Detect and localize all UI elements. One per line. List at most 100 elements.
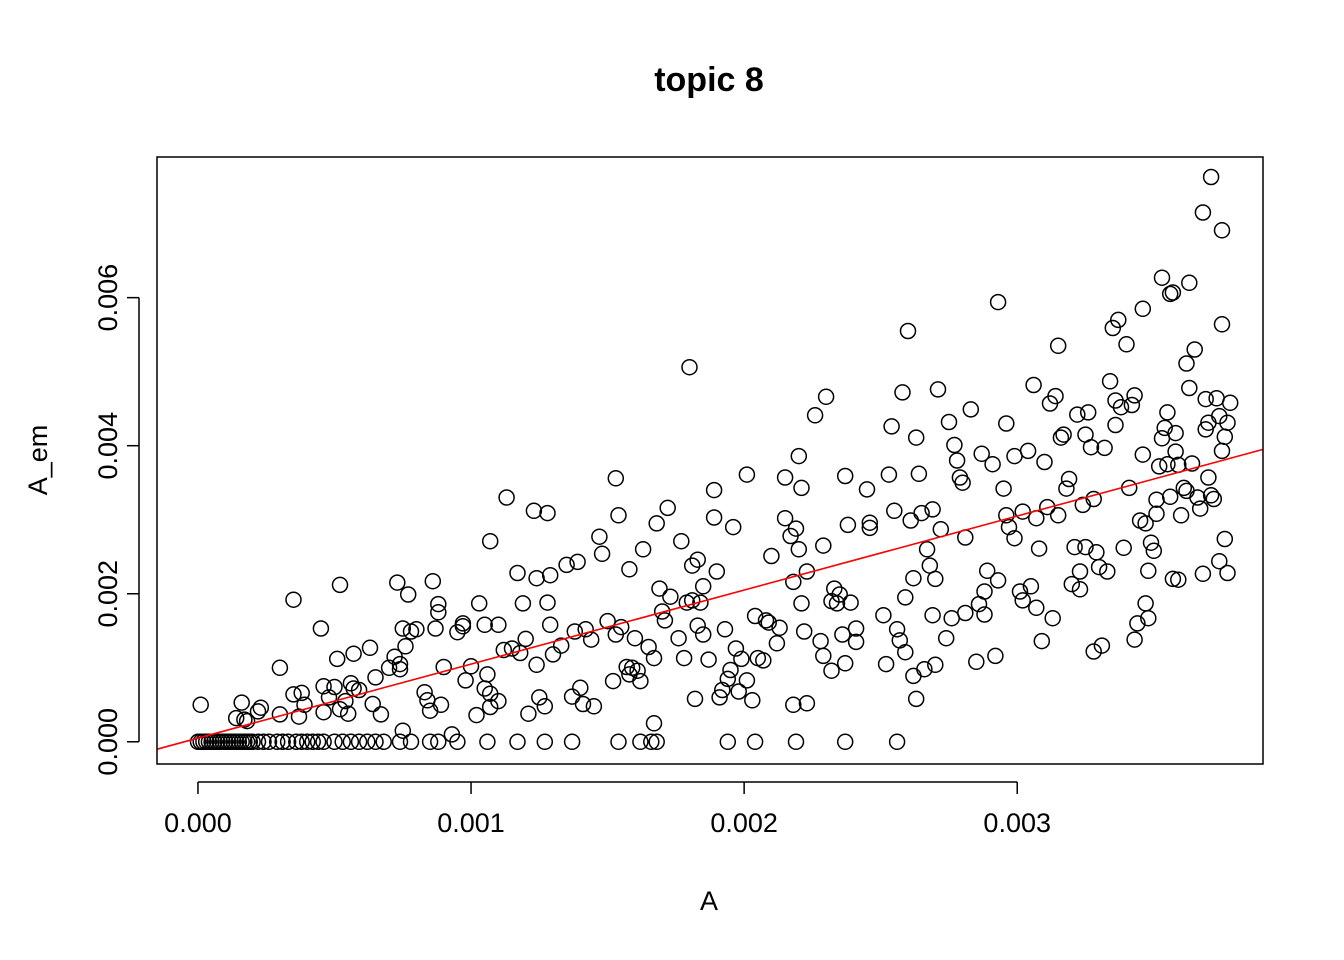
scatter-point [1082, 438, 1100, 456]
scatter-point [719, 670, 737, 688]
scatter-point [1096, 439, 1113, 457]
scatter-point [968, 653, 985, 671]
scatter-point [785, 696, 802, 714]
scatter-point [1118, 336, 1135, 353]
scatter-point [1107, 416, 1124, 434]
scatter-point [391, 733, 409, 751]
scatter-point [1049, 337, 1067, 355]
scatter-point [367, 669, 384, 686]
scatter-point [973, 445, 990, 463]
scatter-point [645, 715, 663, 732]
scatter-point [331, 576, 349, 594]
scatter-point [1142, 534, 1160, 551]
scatter-point [705, 481, 723, 499]
scatter-point [1161, 488, 1179, 506]
scatter-point [913, 504, 930, 522]
scatter-point [326, 678, 343, 696]
scatter-point [424, 572, 442, 590]
scatter-point [1159, 455, 1176, 473]
plot-frame [156, 156, 1264, 765]
scatter-point [539, 504, 556, 522]
scatter-point [238, 712, 256, 730]
scatter-point [320, 689, 338, 706]
scatter-point [1219, 414, 1236, 431]
scatter-point [746, 607, 764, 625]
scatter-point [733, 650, 750, 668]
scatter-point [757, 612, 775, 629]
scatter-point [541, 566, 559, 584]
scatter-point [1090, 558, 1108, 576]
scatter-point [989, 572, 1007, 589]
scatter-point [612, 618, 630, 636]
scatter-point [847, 620, 865, 637]
scatter-point [1164, 570, 1182, 588]
scatter-point [457, 672, 474, 689]
scatter-point [236, 711, 253, 728]
scatter-point [897, 643, 914, 661]
scatter-point [1058, 480, 1075, 497]
scatter-point [481, 532, 499, 550]
scatter-point [1213, 316, 1231, 333]
scatter-point [326, 733, 343, 751]
scatter-point [328, 650, 346, 668]
scatter-point [339, 705, 357, 722]
scatter-point [618, 658, 635, 676]
scatter-point [847, 633, 865, 651]
scatter-point [591, 528, 608, 545]
scatter-point [541, 616, 559, 634]
scatter-point [1148, 505, 1165, 523]
x-tick-label: 0.000 [164, 808, 232, 838]
scatter-point [768, 635, 786, 652]
scatter-point [1104, 319, 1122, 337]
scatter-point [1134, 446, 1152, 463]
scatter-point [1049, 507, 1067, 524]
scatter-point [1033, 632, 1051, 650]
scatter-point [842, 594, 859, 611]
scatter-point [730, 683, 747, 700]
scatter-point [937, 629, 955, 647]
scatter-point [517, 630, 534, 648]
x-tick-label: 0.001 [437, 808, 505, 838]
y-axis-label: A_em [23, 425, 53, 496]
scatter-point [727, 640, 745, 657]
scatter-point [1194, 204, 1212, 221]
scatter-point [1079, 404, 1097, 421]
scatter-point [421, 733, 439, 751]
scatter-point [1140, 609, 1157, 627]
scatter-point [249, 703, 267, 720]
scatter-point [897, 589, 914, 606]
scatter-point [834, 626, 851, 643]
scatter-point [962, 401, 980, 418]
scatter-point [1186, 341, 1203, 358]
scatter-point [1150, 458, 1168, 475]
scatter-point [1019, 442, 1037, 460]
scatter-point [918, 541, 936, 558]
scatter-point [790, 447, 808, 465]
scatter-point [1101, 373, 1119, 390]
scatter-point [700, 651, 717, 668]
scatter-point [1172, 507, 1190, 524]
scatter-point [1167, 443, 1184, 460]
scatter-point [861, 514, 879, 531]
scatter-point [227, 709, 245, 727]
scatter-point [656, 612, 674, 629]
scatter-point [946, 436, 963, 454]
scatter-point [544, 646, 562, 663]
scatter-point [910, 465, 928, 483]
scatter-point [552, 637, 570, 654]
scatter-point [632, 672, 649, 690]
scatter-point [397, 638, 414, 655]
scatter-point [364, 695, 381, 713]
axes-layer: 0.000 0.001 0.002 0.003 0.000 0.002 0.004 0.006 [93, 264, 1051, 838]
scatter-point [815, 537, 832, 554]
scatter-point [880, 466, 898, 483]
scatter-point [670, 629, 687, 647]
scatter-point [746, 733, 764, 751]
scatter-point [839, 516, 857, 534]
scatter-point [402, 733, 420, 751]
scatter-point [776, 469, 794, 486]
scatter-point [1036, 453, 1053, 471]
scatter-point [525, 502, 543, 520]
scatter-point [468, 706, 485, 724]
